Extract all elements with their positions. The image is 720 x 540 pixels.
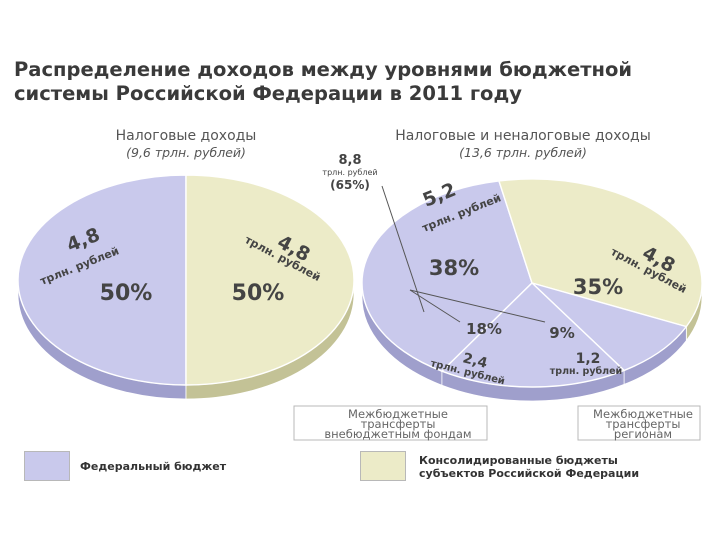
pie1-slice-1: [17, 174, 187, 386]
callout-regions-line1: Межбюджетные: [593, 407, 693, 421]
legend-regional-line2: субъектов Российской Федерации: [419, 467, 640, 480]
pie1-title: Налоговые доходы: [116, 128, 257, 144]
pie2-subtitle: (13,6 трлн. рублей): [459, 145, 587, 160]
legend-regional-line1: Консолидированные бюджеты: [419, 454, 618, 467]
title-line-1: Распределение доходов между уровнями бюд…: [14, 58, 633, 81]
legend-swatch-regional: [360, 451, 406, 481]
pointer-line-federal: [381, 185, 425, 313]
callout-funds-line2: трансферты: [361, 417, 436, 431]
pie2-funds-value: 2,4: [461, 350, 489, 372]
callout-regions-line2: трансферты: [606, 417, 681, 431]
pie2-federal-percent: 38%: [429, 256, 479, 280]
legend-swatch-federal: [24, 451, 70, 481]
legend-label-regional: Консолидированные бюджеты субъектов Росс…: [419, 454, 639, 480]
pie2-regions-value: 1,2: [576, 351, 601, 367]
pie1-slice2-percent: 50%: [232, 281, 285, 306]
pointer-line-funds: [409, 289, 461, 323]
callout-funds: Межбюджетные трансферты внебюджетным фон…: [293, 405, 488, 441]
pie2-slice-3: [531, 282, 688, 372]
pie2-regions-percent: 9%: [549, 324, 574, 342]
callout-regions-box: [577, 405, 701, 441]
legend-federal-line1: Федеральный бюджет: [80, 460, 227, 473]
pie1-slice-2: [185, 174, 355, 386]
legend-label-federal: Федеральный бюджет: [80, 460, 226, 473]
callout-regions: Межбюджетные трансферты регионам: [577, 405, 701, 441]
pie2-slice-4: [440, 282, 626, 388]
pie2-regions-unit: трлн. рублей: [550, 366, 622, 377]
annotation-percent: (65%): [330, 178, 370, 192]
pie2-title: Налоговые и неналоговые доходы: [395, 128, 651, 144]
title-line-2: системы Российской Федерации в 2011 году: [14, 82, 522, 105]
pie2-funds-percent: 18%: [466, 320, 502, 338]
pie1: [17, 174, 355, 400]
pie2-slice-2: [498, 178, 703, 328]
pointer-line-regions: [409, 289, 546, 323]
pie1-subtitle: (9,6 трлн. рублей): [126, 145, 246, 160]
pie2-regional-percent: 35%: [573, 275, 623, 299]
page-title: Распределение доходов между уровнями бюд…: [14, 58, 714, 106]
callout-funds-box: [293, 405, 488, 441]
pie1-slice1-percent: 50%: [100, 281, 153, 306]
callout-funds-line3: внебюджетным фондам: [324, 427, 471, 441]
annotation-unit: трлн. рублей: [322, 168, 377, 177]
annotation-value: 8,8: [338, 153, 361, 168]
annotation-pointer-lines: [381, 185, 546, 323]
pie2-annotation: 8,8 трлн. рублей (65%): [322, 153, 377, 192]
pie2: [361, 178, 703, 402]
callout-regions-line3: регионам: [614, 427, 672, 441]
callout-funds-line1: Межбюджетные: [348, 407, 448, 421]
